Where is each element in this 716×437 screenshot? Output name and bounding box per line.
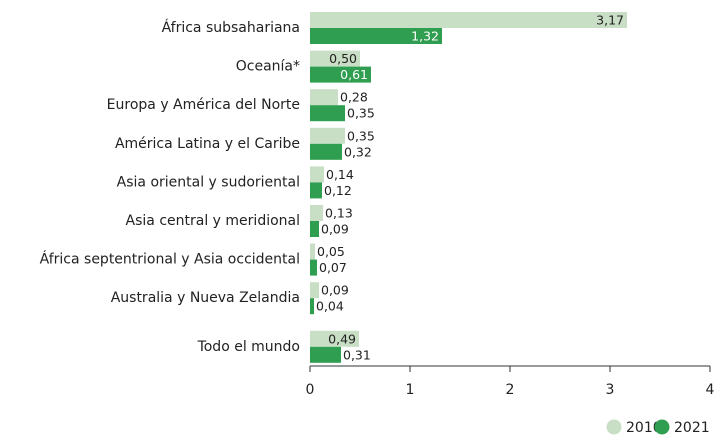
value-label: 0,32: [344, 144, 372, 159]
category-label: Australia y Nueva Zelandia: [111, 290, 300, 306]
category-label: África subsahariana: [162, 19, 300, 36]
bar: [310, 182, 322, 199]
bar: [310, 12, 627, 28]
bar: [310, 66, 371, 83]
x-tick-label: 4: [706, 382, 715, 398]
value-label: 0,05: [317, 244, 345, 259]
value-label: 0,49: [328, 331, 356, 346]
value-label: 0,61: [340, 67, 368, 82]
x-tick-label: 2: [506, 382, 515, 398]
bar: [310, 259, 317, 276]
bar: [310, 28, 442, 44]
bar: [310, 166, 324, 183]
x-tick-label: 0: [306, 382, 315, 398]
value-label: 1,32: [411, 29, 439, 44]
bar: [310, 330, 359, 347]
value-label: 0,12: [324, 183, 352, 198]
value-label: 0,35: [347, 128, 375, 143]
category-label: Todo el mundo: [197, 339, 300, 355]
x-tick-label: 3: [606, 382, 615, 398]
x-tick-label: 1: [406, 382, 415, 398]
bar: [310, 127, 345, 144]
legend-swatch: [654, 419, 670, 435]
value-label: 0,09: [321, 283, 349, 298]
legend-label: 2010: [626, 420, 662, 436]
category-label: Europa y América del Norte: [107, 97, 300, 113]
category-label: África septentrional y Asia occidental: [40, 251, 300, 268]
bar: [310, 205, 323, 221]
value-label: 0,04: [316, 299, 344, 314]
value-label: 3,17: [596, 13, 624, 28]
legend-label: 2021: [674, 420, 710, 436]
category-label: Asia central y meridional: [126, 213, 300, 229]
value-label: 0,14: [326, 167, 354, 182]
bar: [310, 243, 315, 260]
value-label: 0,28: [340, 90, 368, 105]
bar: [310, 105, 345, 122]
value-label: 0,35: [347, 106, 375, 121]
category-label: Oceanía*: [236, 59, 300, 75]
value-label: 0,09: [321, 222, 349, 237]
bar: [310, 50, 360, 67]
bar: [310, 89, 338, 106]
bar: [310, 143, 342, 160]
category-label: América Latina y el Caribe: [115, 136, 300, 152]
value-label: 0,07: [319, 260, 347, 275]
value-label: 0,31: [343, 347, 371, 362]
bar: [310, 298, 314, 315]
value-label: 0,50: [329, 51, 357, 66]
legend-swatch: [606, 419, 622, 435]
category-label: Asia oriental y sudoriental: [117, 174, 300, 190]
bar: [310, 282, 319, 299]
bar: [310, 221, 319, 237]
value-label: 0,13: [325, 206, 353, 221]
bar: [310, 346, 341, 363]
